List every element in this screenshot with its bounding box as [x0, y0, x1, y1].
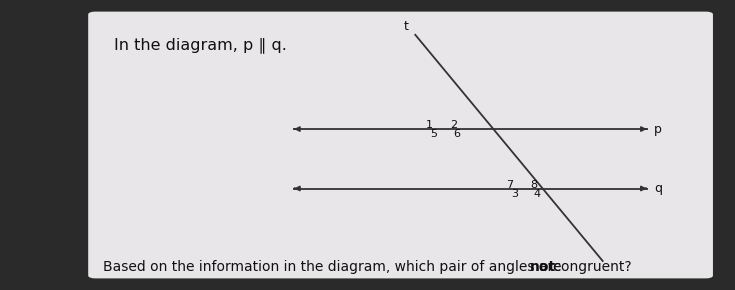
FancyBboxPatch shape	[88, 12, 713, 278]
Text: not: not	[530, 260, 556, 274]
Text: In the diagram, p ∥ q.: In the diagram, p ∥ q.	[114, 38, 287, 53]
Text: q: q	[654, 182, 662, 195]
Text: 8: 8	[531, 180, 538, 190]
Text: congruent?: congruent?	[549, 260, 632, 274]
Text: 6: 6	[453, 129, 460, 139]
Text: p: p	[654, 123, 662, 135]
Text: 1: 1	[426, 120, 433, 130]
Text: t: t	[404, 20, 409, 33]
Text: 5: 5	[431, 129, 437, 139]
Text: 7: 7	[506, 180, 514, 190]
Text: Based on the information in the diagram, which pair of angles are: Based on the information in the diagram,…	[103, 260, 566, 274]
Text: 3: 3	[512, 188, 518, 199]
Text: 4: 4	[534, 188, 541, 199]
Text: 2: 2	[450, 120, 457, 130]
